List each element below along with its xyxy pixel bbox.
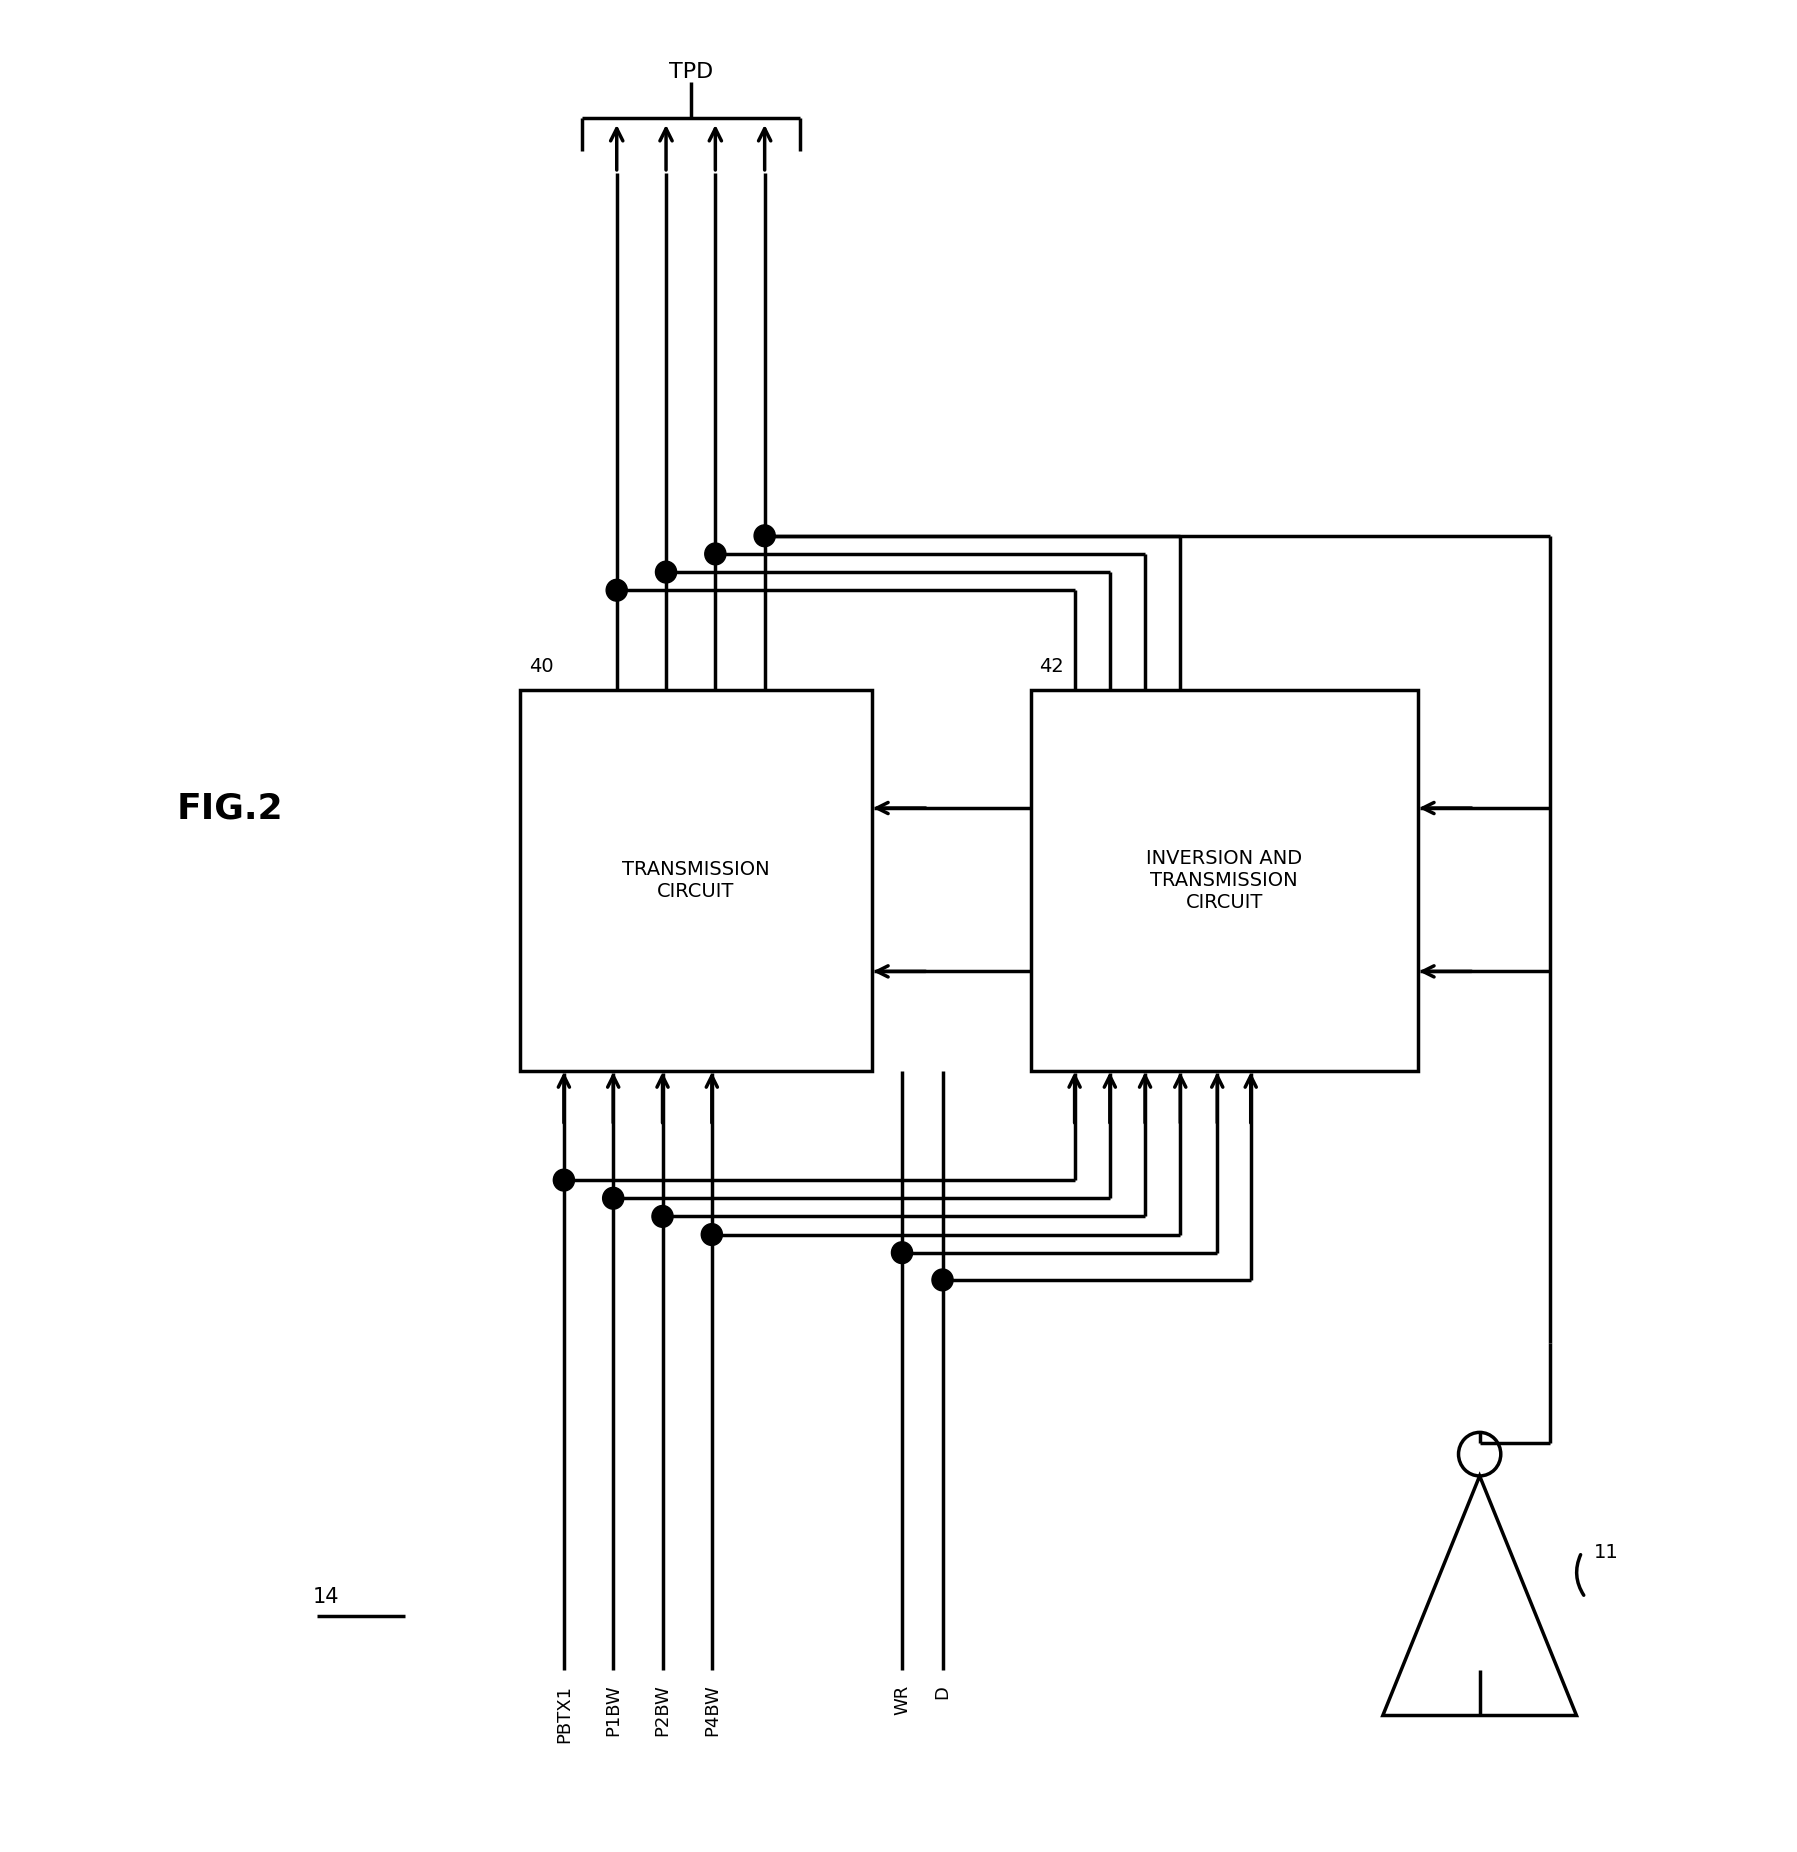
Text: PBTX1: PBTX1 xyxy=(555,1685,573,1743)
Text: TRANSMISSION
CIRCUIT: TRANSMISSION CIRCUIT xyxy=(622,859,769,902)
Text: 42: 42 xyxy=(1039,657,1064,676)
Text: P4BW: P4BW xyxy=(703,1685,721,1737)
Text: D: D xyxy=(933,1685,952,1698)
Text: INVERSION AND
TRANSMISSION
CIRCUIT: INVERSION AND TRANSMISSION CIRCUIT xyxy=(1146,848,1303,913)
Circle shape xyxy=(553,1169,575,1191)
Circle shape xyxy=(933,1269,952,1291)
Text: 40: 40 xyxy=(528,657,553,676)
Text: TPD: TPD xyxy=(668,63,713,81)
Text: P1BW: P1BW xyxy=(604,1685,622,1737)
Circle shape xyxy=(656,561,677,583)
Text: 11: 11 xyxy=(1594,1543,1619,1561)
Circle shape xyxy=(606,580,627,602)
Circle shape xyxy=(701,1224,722,1245)
Text: WR: WR xyxy=(893,1685,911,1715)
Bar xyxy=(519,691,872,1070)
Circle shape xyxy=(652,1206,674,1228)
Circle shape xyxy=(704,543,726,565)
Circle shape xyxy=(602,1187,624,1209)
Text: FIG.2: FIG.2 xyxy=(176,791,284,824)
Text: P2BW: P2BW xyxy=(654,1685,672,1737)
Text: 14: 14 xyxy=(313,1587,340,1606)
Bar xyxy=(1030,691,1418,1070)
Circle shape xyxy=(891,1243,913,1263)
Circle shape xyxy=(755,524,775,546)
